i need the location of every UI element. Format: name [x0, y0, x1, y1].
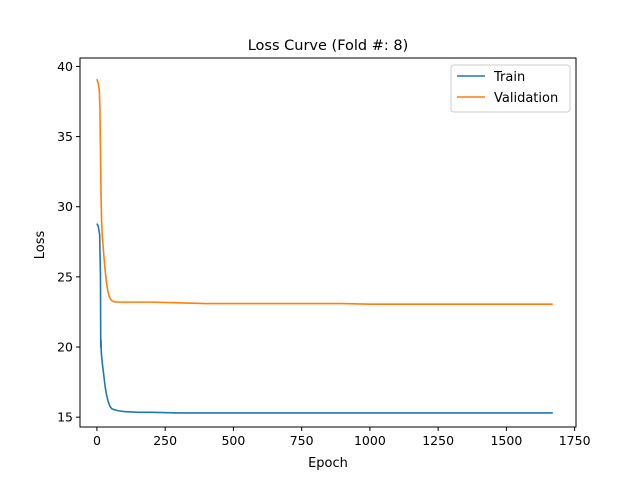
series-line-train	[96, 223, 553, 414]
x-tick-label: 750	[290, 433, 314, 448]
y-tick-label: 25	[57, 269, 73, 284]
x-tick-label: 0	[93, 433, 101, 448]
axes-frame	[79, 57, 577, 428]
x-tick-label: 250	[153, 433, 177, 448]
legend-label-validation: Validation	[494, 91, 558, 106]
x-axis-label: Epoch	[308, 456, 348, 471]
x-tick-label: 1500	[490, 433, 522, 448]
y-tick-label: 30	[57, 199, 73, 214]
y-tick-label: 20	[57, 340, 73, 355]
x-tick-label: 1750	[559, 433, 591, 448]
y-axis-label: Loss	[33, 231, 48, 260]
x-axis-ticks: 0 250 500 750 1000 1250 1500 1750	[93, 427, 591, 448]
x-tick-label: 1250	[422, 433, 454, 448]
legend-label-train: Train	[493, 70, 525, 85]
y-tick-label: 15	[57, 410, 73, 425]
series-line-validation	[96, 78, 553, 306]
plot-area	[79, 57, 577, 428]
y-tick-label: 40	[57, 59, 73, 74]
y-axis-ticks: 15 20 25 30 35 40	[57, 59, 80, 425]
x-tick-label: 500	[221, 433, 245, 448]
legend: Train Validation	[450, 64, 571, 113]
chart-title: Loss Curve (Fold #: 8)	[248, 38, 409, 54]
x-tick-label: 1000	[354, 433, 386, 448]
y-tick-label: 35	[57, 129, 73, 144]
